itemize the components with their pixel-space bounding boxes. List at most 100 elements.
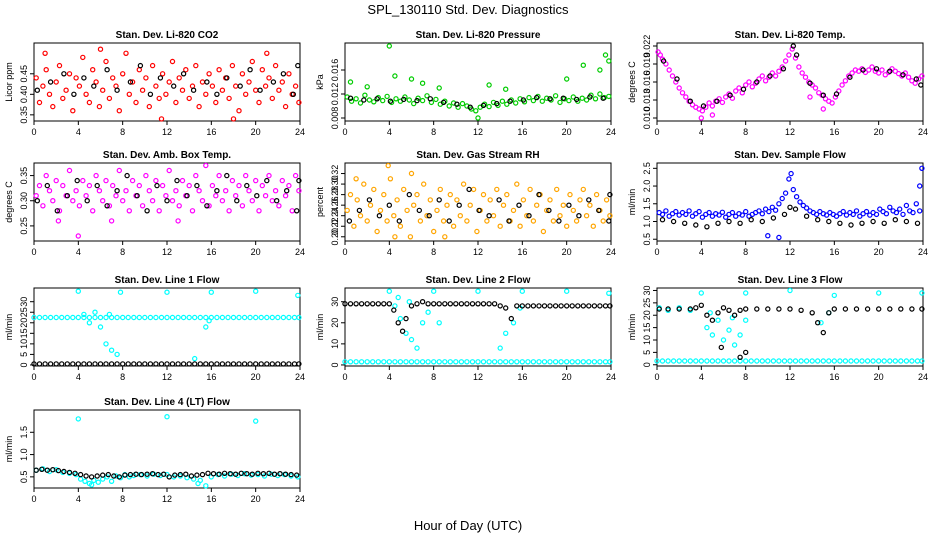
data-point xyxy=(214,361,220,367)
data-point xyxy=(434,207,440,214)
data-point xyxy=(759,210,766,217)
data-point xyxy=(219,314,226,321)
data-point xyxy=(815,358,821,364)
data-point xyxy=(793,193,800,200)
data-point xyxy=(892,216,899,223)
data-point xyxy=(258,314,264,321)
data-point xyxy=(209,83,216,89)
data-point xyxy=(375,359,381,365)
data-point xyxy=(762,206,769,212)
data-point xyxy=(552,93,559,99)
data-point xyxy=(179,177,186,184)
data-point xyxy=(256,99,262,106)
data-point xyxy=(813,211,820,218)
data-point xyxy=(356,207,363,214)
data-point xyxy=(873,66,880,72)
data-point xyxy=(169,314,176,321)
data-point xyxy=(789,46,795,52)
data-point xyxy=(106,311,113,318)
data-point xyxy=(179,87,186,93)
y-tick-label: 0 xyxy=(19,362,29,367)
data-point xyxy=(709,213,716,219)
x-tick-label: 16 xyxy=(206,127,216,137)
data-point xyxy=(108,478,115,484)
data-point xyxy=(802,74,809,80)
data-point xyxy=(291,314,298,321)
data-point xyxy=(704,224,710,230)
data-point xyxy=(86,320,93,326)
data-point xyxy=(919,165,925,171)
data-point xyxy=(720,337,727,343)
data-point xyxy=(689,213,696,219)
y-tick-label: 2.0 xyxy=(642,180,652,193)
y-tick-label: 5 xyxy=(642,350,652,355)
data-point xyxy=(918,82,924,88)
data-point xyxy=(81,75,87,81)
data-point xyxy=(280,361,287,367)
data-point xyxy=(361,181,367,187)
data-point xyxy=(564,223,570,229)
y-tick-label: 0.20 xyxy=(330,228,340,246)
y-tick-label: 0.019 xyxy=(642,53,652,76)
data-point xyxy=(129,177,136,184)
x-tick-label: 24 xyxy=(295,494,305,504)
data-point xyxy=(436,197,442,203)
data-point xyxy=(74,177,80,184)
data-point xyxy=(209,182,216,189)
data-point xyxy=(575,303,581,309)
data-point xyxy=(606,218,612,224)
data-point xyxy=(199,197,206,204)
data-point xyxy=(381,191,387,198)
data-point xyxy=(92,314,98,321)
data-point xyxy=(279,79,285,85)
data-point xyxy=(693,358,699,364)
data-point xyxy=(108,361,115,367)
y-tick-label: 20 xyxy=(642,310,652,320)
data-point xyxy=(530,97,537,104)
x-tick-label: 24 xyxy=(606,247,616,257)
x-tick-label: 4 xyxy=(76,127,81,137)
data-point xyxy=(469,301,476,307)
y-tick-label: 0.24 xyxy=(330,207,340,225)
data-point xyxy=(770,358,777,364)
data-point xyxy=(419,359,426,365)
data-point xyxy=(566,97,572,104)
data-point xyxy=(367,202,374,208)
data-point xyxy=(914,220,921,226)
data-point xyxy=(510,207,517,214)
data-point xyxy=(847,74,853,80)
data-point xyxy=(792,55,799,61)
data-point xyxy=(157,75,164,81)
data-point xyxy=(900,72,906,78)
data-point xyxy=(826,358,832,364)
data-point xyxy=(158,314,165,321)
data-point xyxy=(573,96,580,103)
data-point xyxy=(366,197,373,203)
data-point xyxy=(467,202,473,208)
data-point xyxy=(82,478,88,484)
data-point xyxy=(424,212,430,219)
data-point xyxy=(60,182,66,189)
data-point xyxy=(419,97,426,104)
x-tick-label: 16 xyxy=(206,247,216,257)
data-point xyxy=(832,94,839,100)
data-point xyxy=(105,471,112,478)
data-point xyxy=(583,212,590,219)
data-point xyxy=(715,310,721,316)
data-point xyxy=(276,203,282,209)
x-tick-label: 24 xyxy=(918,247,928,257)
data-point xyxy=(256,208,262,214)
y-tick-label: 1.5 xyxy=(19,426,29,439)
data-point xyxy=(547,197,553,203)
data-point xyxy=(419,80,426,86)
data-point xyxy=(666,213,672,219)
data-point xyxy=(514,359,520,365)
data-point xyxy=(294,208,300,214)
data-point xyxy=(284,187,290,194)
data-point xyxy=(137,62,144,69)
data-point xyxy=(75,361,82,367)
data-point xyxy=(143,75,149,81)
data-point xyxy=(127,471,134,478)
data-point xyxy=(657,52,664,58)
data-point xyxy=(607,191,613,198)
